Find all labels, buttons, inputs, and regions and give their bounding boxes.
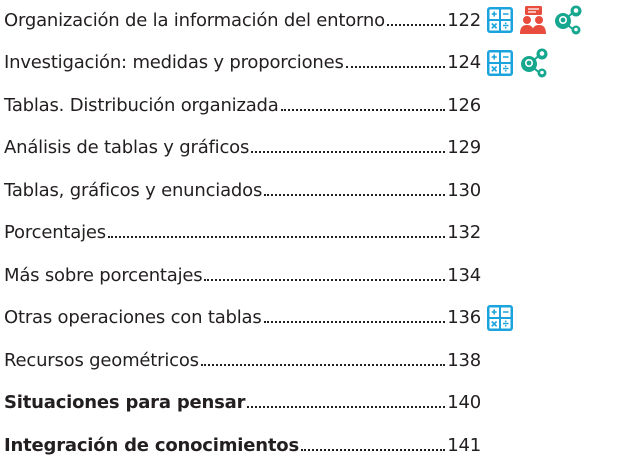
dot-leader <box>300 448 446 451</box>
entry-title: Otras operaciones con tablas <box>4 307 262 328</box>
icons <box>487 48 549 78</box>
page-number: 136 <box>447 307 481 328</box>
dot-leader <box>204 278 446 281</box>
page-number: 134 <box>447 264 481 286</box>
toc-entry: Recursos geométricos 138 <box>4 350 481 371</box>
toc-entry: Análisis de tablas y gráficos 129 <box>4 137 481 158</box>
toc-row: Tablas, gráficos y enunciados 130 <box>4 170 481 210</box>
dot-leader <box>264 193 446 196</box>
entry-title: Tablas, gráficos y enunciados <box>4 179 263 201</box>
page-number: 129 <box>447 137 481 158</box>
toc-row: Más sobre porcentajes 134 <box>4 255 481 295</box>
toc-row: Porcentajes 132 <box>4 213 481 253</box>
network-icon <box>555 5 582 35</box>
dot-leader <box>345 66 446 68</box>
toc-entry: Porcentajes 132 <box>4 222 481 243</box>
network-icon <box>521 48 548 77</box>
dot-leader <box>200 363 446 366</box>
toc-entry: Situaciones para pensar 140 <box>4 392 481 413</box>
dot-leader <box>247 406 446 408</box>
calculator-icon <box>487 7 513 33</box>
toc-entry: Tablas, gráficos y enunciados 130 <box>4 180 481 201</box>
toc-row: Análisis de tablas y gráficos 129 <box>4 128 481 168</box>
entry-title: Porcentajes <box>4 222 106 243</box>
toc-row: Organización de la información del entor… <box>4 0 583 40</box>
calculator-icon <box>487 304 513 331</box>
page-number: 122 <box>447 9 481 31</box>
dot-leader <box>251 151 446 153</box>
icons <box>487 304 513 331</box>
page-number: 124 <box>447 52 481 73</box>
entry-title: Organización de la información del entor… <box>4 9 385 31</box>
toc-entry: Organización de la información del entor… <box>4 10 481 31</box>
toc-entry: Más sobre porcentajes 134 <box>4 265 481 286</box>
page-number: 138 <box>447 349 481 371</box>
dot-leader <box>263 321 446 323</box>
entry-title: Investigación: medidas y proporciones <box>4 52 344 73</box>
toc-entry: Integración de conocimientos 141 <box>4 435 481 456</box>
dot-leader <box>107 236 446 238</box>
toc-row: Integración de conocimientos 141 <box>4 425 481 465</box>
toc-entry: Investigación: medidas y proporciones 124 <box>4 52 481 73</box>
toc-row: Tablas. Distribución organizada 126 <box>4 85 481 125</box>
toc-row: Otras operaciones con tablas 136 <box>4 298 513 338</box>
toc-entry: Tablas. Distribución organizada 126 <box>4 95 481 116</box>
page-number: 130 <box>447 179 481 201</box>
page-number: 141 <box>447 434 481 456</box>
dot-leader <box>280 108 446 111</box>
icons <box>487 5 583 35</box>
entry-title: Integración de conocimientos <box>4 434 299 456</box>
calculator-icon <box>487 49 513 76</box>
entry-title: Recursos geométricos <box>4 349 199 371</box>
entry-title: Análisis de tablas y gráficos <box>4 137 250 158</box>
toc-row: Situaciones para pensar 140 <box>4 383 481 423</box>
toc-row: Investigación: medidas y proporciones 124 <box>4 43 549 83</box>
entry-title: Situaciones para pensar <box>4 392 246 413</box>
toc-entry: Otras operaciones con tablas 136 <box>4 307 481 328</box>
entry-title: Tablas. Distribución organizada <box>4 94 279 116</box>
page-number: 140 <box>447 392 481 413</box>
dot-leader <box>386 23 446 26</box>
page-number: 132 <box>447 222 481 243</box>
entry-title: Más sobre porcentajes <box>4 264 203 286</box>
people-icon <box>520 6 546 34</box>
page-number: 126 <box>447 94 481 116</box>
toc-row: Recursos geométricos 138 <box>4 340 481 380</box>
